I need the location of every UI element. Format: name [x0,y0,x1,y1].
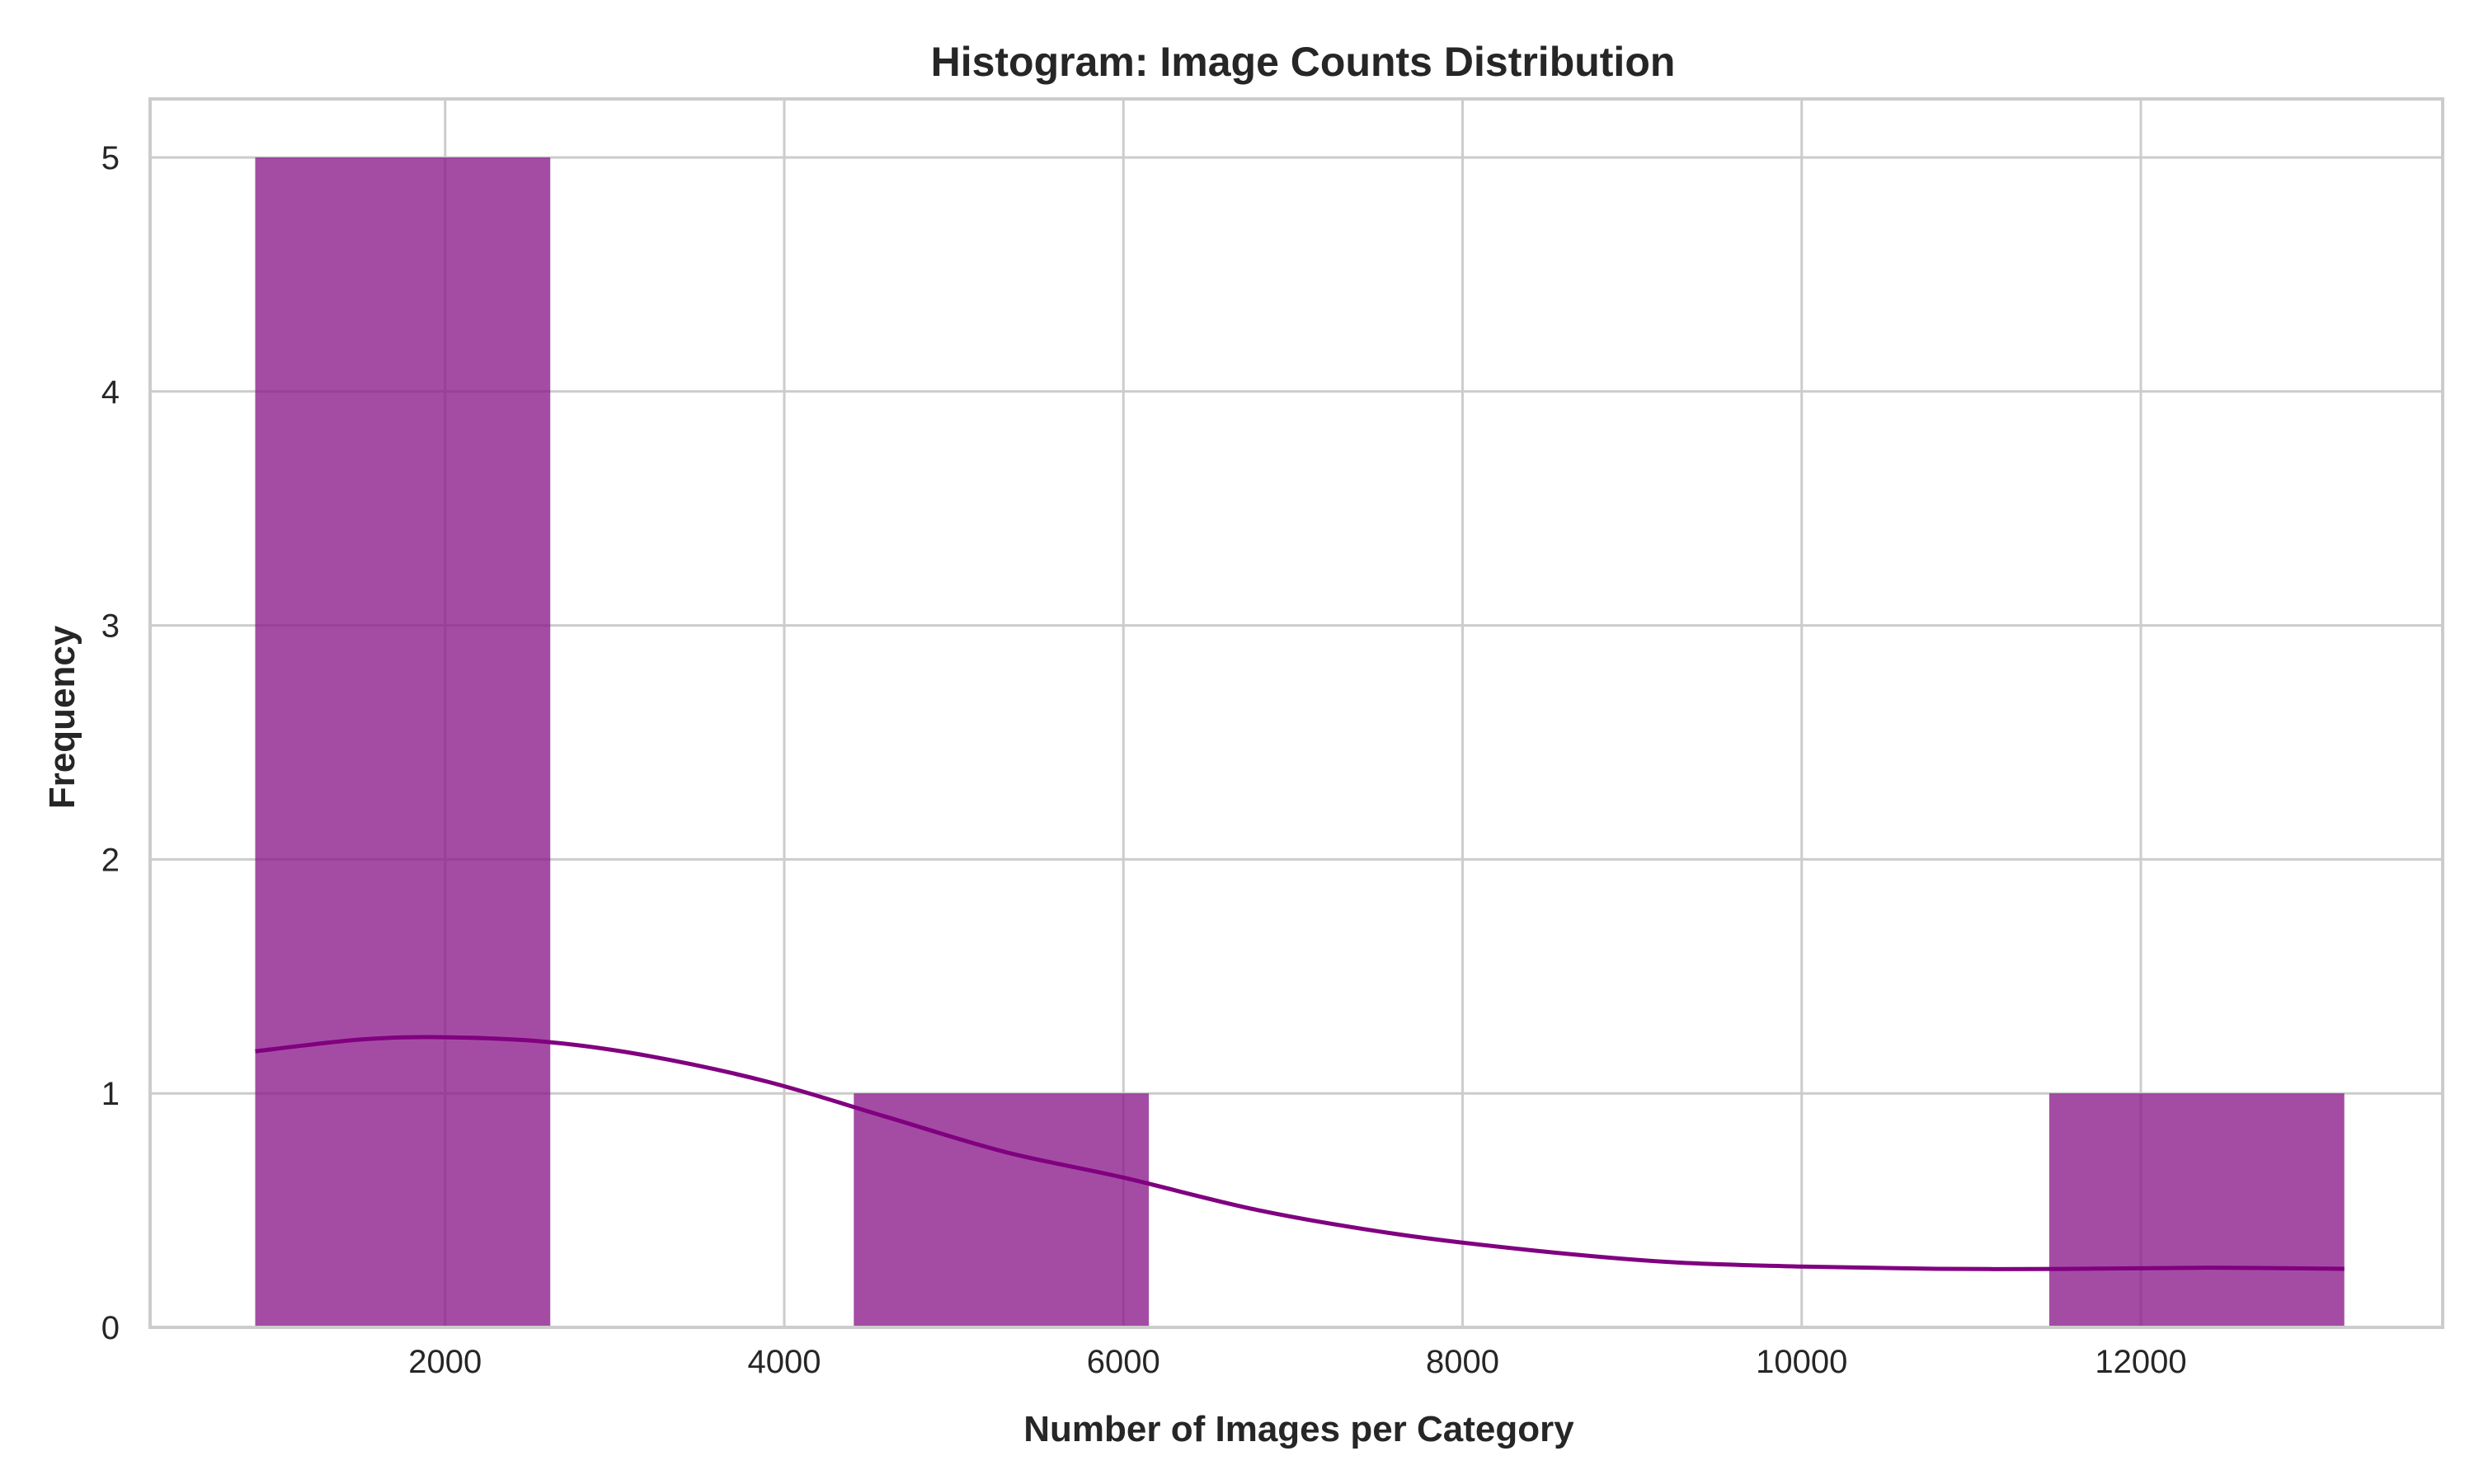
plot-frame [148,97,2444,1329]
y-tick-label: 5 [101,140,120,176]
x-tick-label: 8000 [1426,1344,1499,1380]
x-axis-label: Number of Images per Category [1023,1409,1574,1449]
y-tick-label: 2 [101,842,120,878]
x-tick-label: 4000 [748,1344,821,1380]
histogram-bar [2048,1093,2345,1327]
x-tick-label: 6000 [1087,1344,1160,1380]
chart-title: Histogram: Image Counts Distribution [931,39,1676,85]
kde-curve [255,1035,2345,1271]
x-tick-label: 2000 [408,1344,482,1380]
y-tick-label: 0 [101,1310,120,1346]
y-axis-label: Frequency [42,625,82,809]
histogram-bar [255,157,551,1327]
x-tick-label: 12000 [2095,1344,2186,1380]
x-tick-label: 10000 [1756,1344,1847,1380]
y-tick-labels: 0 1 2 3 4 5 [101,140,120,1346]
y-tick-label: 4 [101,374,120,411]
y-tick-label: 3 [101,608,120,645]
histogram-bars [255,157,2345,1327]
histogram-bar [854,1093,1150,1327]
y-tick-label: 1 [101,1076,120,1112]
x-tick-labels: 2000 4000 6000 8000 10000 12000 [408,1344,2186,1380]
